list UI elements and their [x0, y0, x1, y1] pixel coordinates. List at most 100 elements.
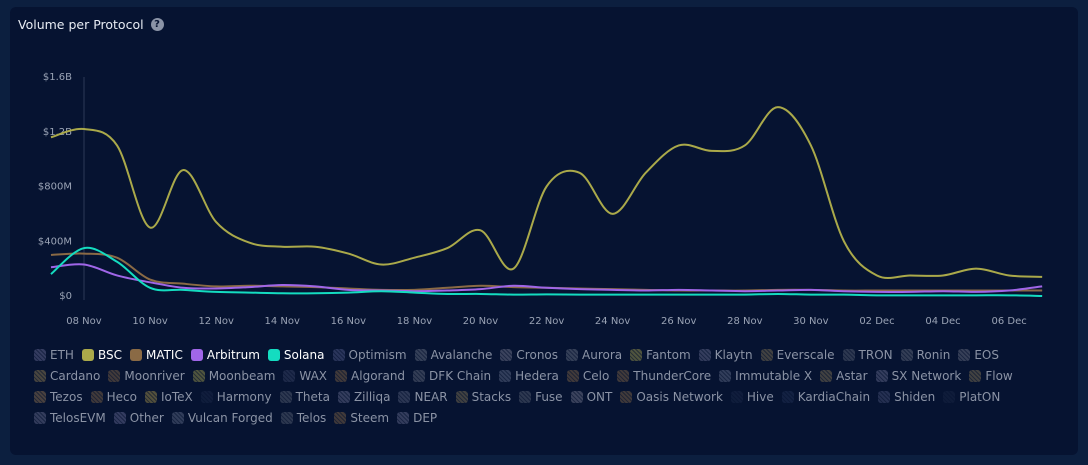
legend-item-moonriver[interactable]: Moonriver — [108, 368, 185, 384]
y-tick-label: $1.2B — [43, 127, 72, 138]
legend-item-moonbeam[interactable]: Moonbeam — [192, 368, 276, 384]
legend-item-thundercore[interactable]: ThunderCore — [617, 368, 711, 384]
legend-swatch — [698, 349, 711, 361]
legend-label: NEAR — [414, 390, 448, 404]
legend-item-theta[interactable]: Theta — [279, 389, 330, 405]
legend-label: Moonbeam — [208, 369, 276, 383]
legend-item-optimism[interactable]: Optimism — [332, 347, 407, 363]
legend-label: Aurora — [582, 348, 623, 362]
legend-swatch — [566, 349, 579, 361]
legend-label: DFK Chain — [429, 369, 492, 383]
legend-item-algorand[interactable]: Algorand — [335, 368, 405, 384]
legend-swatch — [267, 349, 280, 361]
legend-item-kardiachain[interactable]: KardiaChain — [781, 389, 871, 405]
x-tick-label: 04 Dec — [925, 316, 960, 327]
legend-item-zilliqa[interactable]: Zilliqa — [337, 389, 391, 405]
line-chart: $0 $400M $800M $1.2B $1.6B 08 Nov 10 Nov 12 Nov… — [38, 72, 1043, 327]
legend-item-dep[interactable]: DEP — [397, 410, 437, 426]
legend-label: Hive — [746, 390, 774, 404]
legend-item-oasis-network[interactable]: Oasis Network — [620, 389, 723, 405]
legend-item-near[interactable]: NEAR — [398, 389, 448, 405]
legend-label: Zilliqa — [353, 390, 391, 404]
x-tick-label: 30 Nov — [793, 316, 829, 327]
legend-label: Klaytn — [714, 348, 753, 362]
legend-item-harmony[interactable]: Harmony — [200, 389, 272, 405]
legend-item-celo[interactable]: Celo — [566, 368, 609, 384]
legend-label: Tezos — [50, 390, 83, 404]
legend-item-flow[interactable]: Flow — [969, 368, 1013, 384]
legend-item-dfk-chain[interactable]: DFK Chain — [413, 368, 491, 384]
legend-item-astar[interactable]: Astar — [820, 368, 868, 384]
legend-label: Algorand — [351, 369, 406, 383]
legend-item-ont[interactable]: ONT — [570, 389, 612, 405]
legend-item-platon[interactable]: PlatON — [943, 389, 1000, 405]
legend-swatch — [337, 391, 350, 403]
legend-item-everscale[interactable]: Everscale — [760, 347, 835, 363]
chart-panel — [10, 7, 1078, 455]
legend-label: Moonriver — [124, 369, 185, 383]
legend-label: Immutable X — [735, 369, 813, 383]
legend-item-tron[interactable]: TRON — [842, 347, 893, 363]
legend-item-heco[interactable]: Heco — [90, 389, 137, 405]
legend-item-cronos[interactable]: Cronos — [500, 347, 558, 363]
legend-swatch — [958, 349, 971, 361]
legend-item-hedera[interactable]: Hedera — [499, 368, 559, 384]
legend-item-klaytn[interactable]: Klaytn — [698, 347, 753, 363]
legend-item-matic[interactable]: MATIC — [129, 347, 183, 363]
legend-label: Heco — [106, 390, 137, 404]
legend-label: Arbitrum — [206, 348, 260, 362]
x-tick-label: 16 Nov — [331, 316, 367, 327]
legend-swatch — [335, 370, 348, 382]
chart-axes: $0 $400M $800M $1.2B $1.6B 08 Nov 10 Nov 12 Nov… — [38, 72, 1027, 327]
legend-item-telosevm[interactable]: TelosEVM — [34, 410, 106, 426]
legend-item-sx-network[interactable]: SX Network — [875, 368, 961, 384]
legend-item-eos[interactable]: EOS — [958, 347, 999, 363]
series-line-bsc[interactable] — [50, 106, 1043, 279]
legend-item-fantom[interactable]: Fantom — [630, 347, 691, 363]
legend-swatch — [842, 349, 855, 361]
legend-item-bsc[interactable]: BSC — [81, 347, 122, 363]
legend-label: Ronin — [916, 348, 951, 362]
legend-label: Cardano — [50, 369, 101, 383]
legend-item-shiden[interactable]: Shiden — [878, 389, 935, 405]
legend-item-steem[interactable]: Steem — [334, 410, 389, 426]
legend-item-other[interactable]: Other — [113, 410, 164, 426]
legend-swatch — [875, 370, 888, 382]
legend-item-avalanche[interactable]: Avalanche — [414, 347, 492, 363]
legend-item-solana[interactable]: Solana — [267, 347, 325, 363]
series-line-solana[interactable] — [50, 246, 1043, 297]
legend-item-iotex[interactable]: IoTeX — [144, 389, 193, 405]
y-tick-label: $800M — [38, 182, 72, 193]
legend-label: Hedera — [515, 369, 559, 383]
legend-label: KardiaChain — [797, 390, 871, 404]
legend-label: Solana — [283, 348, 325, 362]
x-tick-label: 08 Nov — [66, 316, 102, 327]
legend-swatch — [414, 349, 427, 361]
legend-item-cardano[interactable]: Cardano — [34, 368, 100, 384]
legend-swatch — [113, 412, 126, 424]
legend-swatch — [334, 412, 347, 424]
legend-item-fuse[interactable]: Fuse — [519, 389, 563, 405]
legend-swatch — [192, 370, 205, 382]
legend-item-stacks[interactable]: Stacks — [455, 389, 511, 405]
legend-swatch — [34, 412, 46, 424]
legend-label: Vulcan Forged — [187, 411, 273, 425]
legend-item-wax[interactable]: WAX — [283, 368, 327, 384]
legend-item-tezos[interactable]: Tezos — [34, 389, 83, 405]
legend-item-aurora[interactable]: Aurora — [566, 347, 622, 363]
legend-item-vulcan-forged[interactable]: Vulcan Forged — [171, 410, 273, 426]
chart-title: Volume per Protocol — [18, 17, 144, 32]
series-line-arbitrum[interactable] — [50, 263, 1043, 293]
legend-item-hive[interactable]: Hive — [730, 389, 774, 405]
legend-item-arbitrum[interactable]: Arbitrum — [190, 347, 260, 363]
legend: ETH BSC MATIC Arbitrum Solana Optimism Avalanc… — [34, 347, 1064, 426]
x-tick-label: 20 Nov — [463, 316, 499, 327]
legend-item-immutable-x[interactable]: Immutable X — [719, 368, 812, 384]
x-tick-label: 06 Dec — [991, 316, 1026, 327]
legend-label: DEP — [413, 411, 438, 425]
legend-item-telos[interactable]: Telos — [280, 410, 326, 426]
legend-item-eth[interactable]: ETH — [34, 347, 74, 363]
legend-item-ronin[interactable]: Ronin — [900, 347, 951, 363]
series-line-matic[interactable] — [50, 252, 1043, 292]
question-circle-icon[interactable]: ? — [150, 18, 164, 31]
